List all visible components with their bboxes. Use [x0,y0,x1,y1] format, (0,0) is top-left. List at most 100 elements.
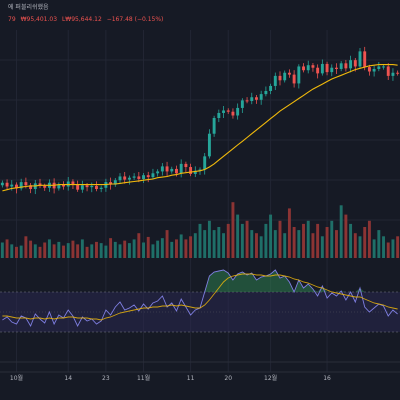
candle-body [255,97,258,100]
ohlc-readout: 79 ₩95,401.03 L₩95,644.12 −167.48 (−0.15… [8,16,166,24]
candle-body [132,176,136,178]
volume-bar [207,220,211,258]
candle-body [19,182,23,189]
candle-body [335,67,338,69]
volume-bar [217,227,221,258]
candle-body [123,176,127,180]
volume-bar [160,238,164,258]
volume-bar [311,233,315,258]
volume-bar [283,233,287,258]
candle-body [29,185,33,190]
volume-bar [226,223,230,258]
candle-body [297,66,301,84]
candle-body [358,51,362,67]
candle-body [217,112,221,118]
volume-bar [71,240,75,258]
candle-body [283,72,287,81]
volume-bar [90,244,94,258]
candle-body [273,75,277,86]
ohlc-open: 79 [8,16,16,23]
volume-bar [184,239,188,258]
candle-body [391,72,395,76]
candle-body [193,170,197,174]
volume-bar [372,239,376,258]
candle-body [71,181,75,184]
candle-body [278,75,282,81]
volume-bar [57,241,61,258]
candle-body [377,66,381,69]
candle-body [137,176,141,179]
ma-line [2,64,398,192]
candle-body [151,173,155,178]
volume-bar [391,239,395,258]
volume-bar [66,243,70,258]
candle-body [226,110,230,112]
volume-bar [193,233,197,258]
candle-body [207,133,211,157]
candle-body [10,184,14,187]
volume-bar [240,223,244,258]
candle-body [316,67,320,74]
candle-body [99,187,103,190]
volume-bar [189,236,193,258]
candle-body [113,180,117,185]
volume-bar [339,205,343,258]
volume-bar [146,236,150,258]
volume-bar [10,244,14,258]
volume-bar [109,238,113,258]
candle-body [160,166,164,172]
candle-body [367,67,371,72]
candle-body [90,185,94,188]
ohlc-low: L₩95,644.12 [61,16,102,23]
candle-body [57,184,61,189]
x-tick-label: 16 [323,375,331,382]
volume-bar [302,223,305,258]
volume-bar [5,239,9,258]
volume-bar [15,246,18,258]
candle-body [109,182,113,185]
volume-bar [363,227,367,258]
volume-bar [269,214,273,258]
volume-bar [29,240,33,258]
volume-bar [38,246,42,258]
candle-body [396,72,400,74]
volume-bar [123,240,127,258]
candle-body [231,111,235,116]
candle-body [165,166,169,172]
volume-bar [85,246,89,258]
candle-body [236,107,240,116]
volume-bar [367,220,371,258]
volume-bar [170,241,174,258]
candle-body [156,171,160,174]
candle-body [245,100,249,102]
candle-body [85,185,89,188]
volume-bar [316,223,320,258]
volume-bar [292,227,296,258]
candle-body [38,183,42,186]
candle-body [127,177,131,180]
volume-bar [335,230,338,258]
ohlc-high: ₩95,401.03 [20,16,58,23]
volume-bar [231,202,235,258]
candle-body [146,175,150,178]
volume-bars [0,202,400,258]
candle-body [386,66,390,76]
volume-bar [19,245,23,258]
volume-bar [132,239,136,258]
volume-bar [212,230,216,258]
volume-bar [33,244,37,258]
candle-body [0,182,4,186]
rsi-overbought-fill [2,270,398,292]
candle-body [306,65,310,71]
x-axis: 10월 14 23 11월 11 20 12월 16 [0,371,400,382]
volume-bar [330,220,334,258]
candle-body [175,168,178,174]
volume-bar [255,233,258,258]
volume-bar [137,233,141,258]
candle-body [311,65,315,68]
volume-bar [52,244,56,258]
volume-bar [99,243,103,258]
volume-bar [386,242,390,258]
candle-body [344,63,348,69]
